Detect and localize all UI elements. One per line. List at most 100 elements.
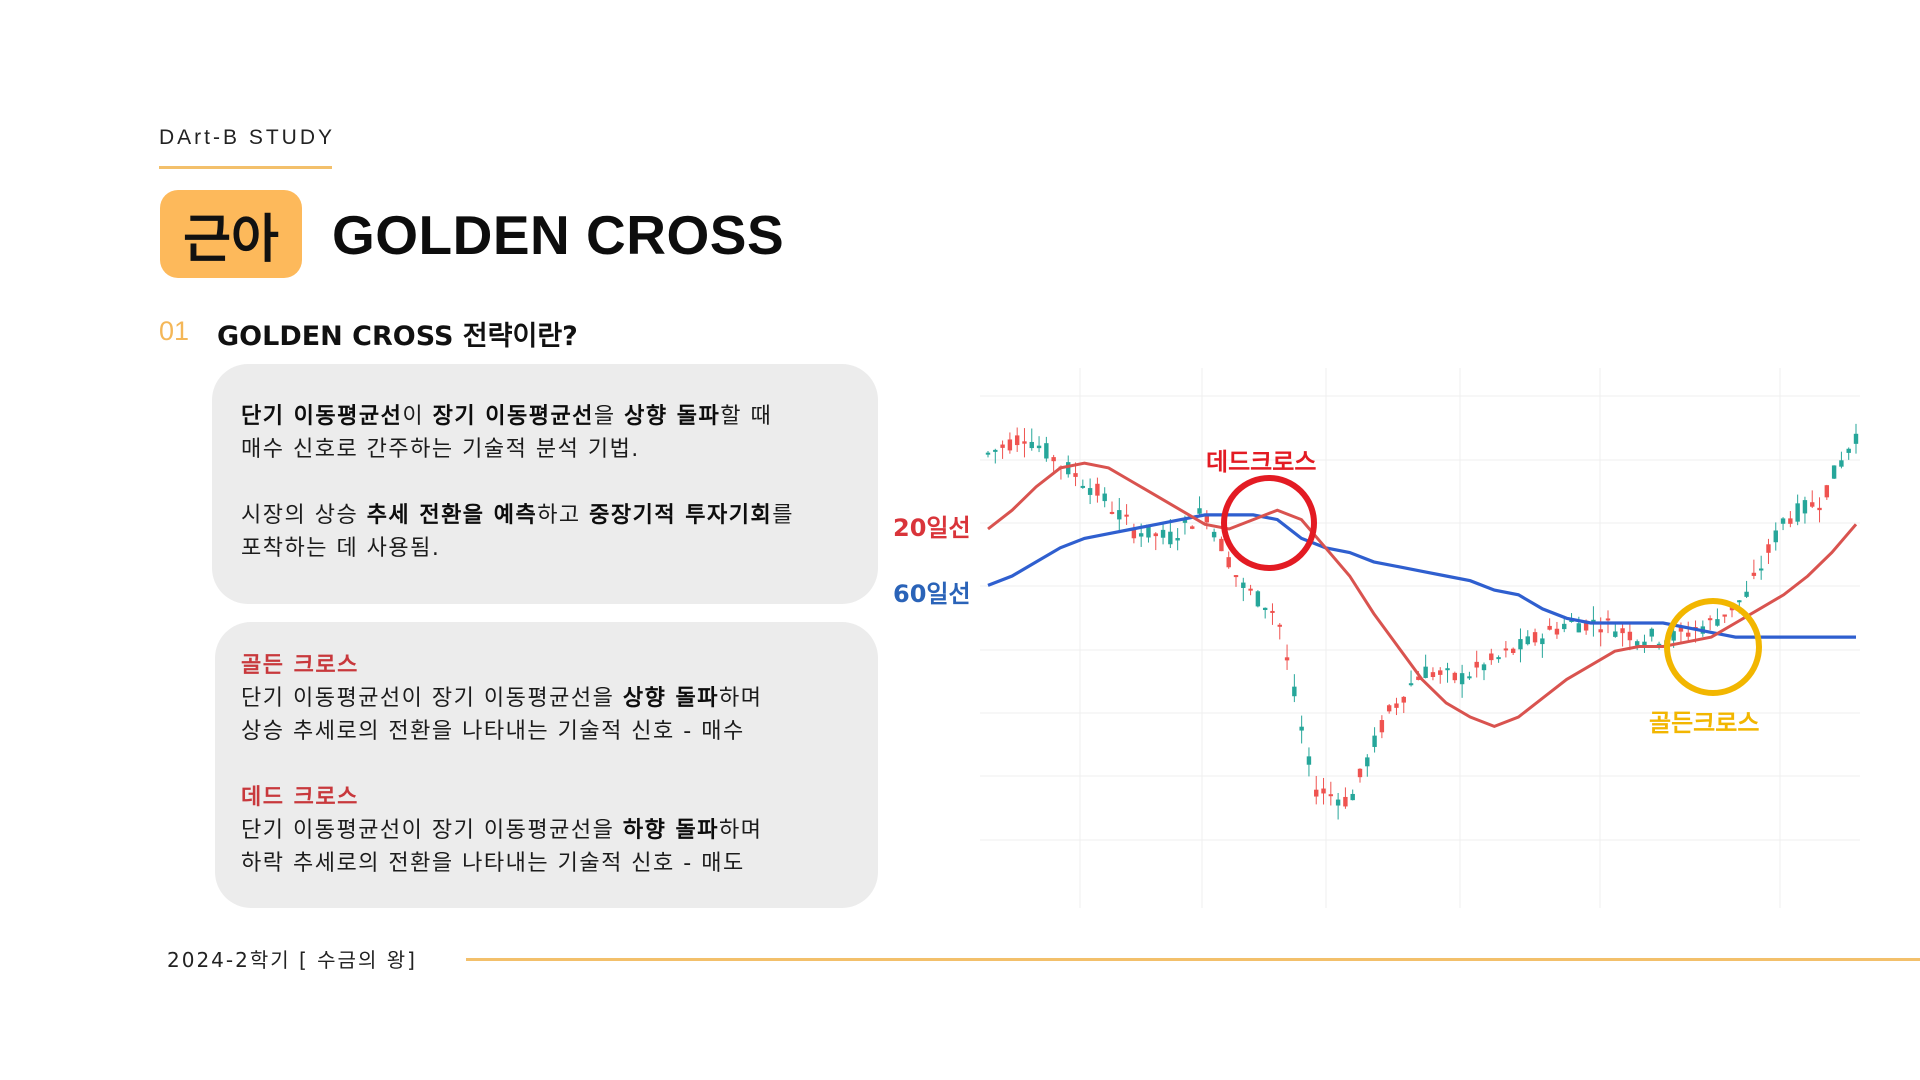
candle — [1445, 668, 1450, 671]
candle — [1087, 488, 1093, 495]
candle — [1510, 648, 1516, 653]
candle — [1634, 641, 1640, 646]
candle — [1620, 628, 1625, 634]
golden-cross-label: 골든크로스 — [1649, 709, 1760, 737]
candle — [985, 452, 991, 455]
candle — [1474, 661, 1479, 668]
candle — [1722, 614, 1727, 617]
candle — [1117, 510, 1122, 520]
candle — [1066, 462, 1071, 475]
candle — [1226, 557, 1231, 568]
candle — [1219, 538, 1224, 552]
candle — [1656, 643, 1662, 646]
candle — [1080, 485, 1086, 488]
candle — [1270, 610, 1275, 613]
candle — [1343, 796, 1348, 807]
brand-label: DArt-B STUDY — [159, 126, 336, 149]
candle — [1525, 636, 1530, 645]
candle — [1707, 618, 1713, 621]
candle — [1146, 524, 1151, 538]
ma60-line — [987, 513, 1856, 639]
candle — [1328, 794, 1334, 797]
candle — [1138, 533, 1144, 537]
ma20-line — [987, 461, 1858, 729]
definition-text: 단기 이동평균선이 장기 이동평균선을 상향 돌파할 때 매수 신호로 간주하는… — [241, 404, 795, 561]
candle — [1562, 623, 1567, 630]
candle — [1459, 673, 1465, 685]
candle — [1160, 529, 1166, 538]
candle — [1014, 435, 1020, 446]
candle — [1350, 793, 1355, 801]
page-title: GOLDEN CROSS — [332, 204, 785, 266]
candle — [1795, 503, 1800, 522]
candle — [1248, 588, 1253, 591]
price-chart — [980, 368, 1860, 908]
candle — [1255, 591, 1261, 607]
candle — [1029, 441, 1034, 449]
candle — [1766, 544, 1771, 553]
candle — [1605, 618, 1611, 621]
candle — [1000, 444, 1005, 448]
candle — [1831, 465, 1837, 479]
candle — [1649, 628, 1654, 637]
candle — [1423, 666, 1428, 678]
candle — [1175, 538, 1180, 541]
candle — [1758, 568, 1764, 571]
candle — [1386, 705, 1392, 712]
candle — [1642, 641, 1647, 646]
footer-text: 2024-2학기 [ 수금의 왕] — [167, 948, 417, 972]
candle — [1802, 500, 1808, 514]
candle — [1007, 439, 1013, 451]
candle — [1416, 676, 1421, 680]
golden-cross-circle — [1664, 598, 1762, 696]
candle — [1715, 619, 1720, 626]
candle — [1182, 518, 1188, 523]
candle — [1241, 582, 1246, 588]
candle — [1277, 624, 1282, 627]
candle — [1131, 528, 1137, 539]
candle — [1518, 639, 1523, 650]
candle — [1496, 657, 1501, 660]
candle — [1438, 670, 1443, 675]
section-title: GOLDEN CROSS 전략이란? — [217, 321, 578, 352]
candle — [1788, 518, 1793, 524]
candle — [1379, 720, 1385, 733]
candle — [993, 449, 998, 452]
candle — [1335, 799, 1341, 806]
candle — [1452, 672, 1458, 681]
candle — [1051, 457, 1056, 462]
candle — [1109, 511, 1115, 514]
candle — [1817, 507, 1822, 511]
candle — [1124, 514, 1129, 517]
candle — [1613, 631, 1618, 637]
candle — [1737, 600, 1742, 603]
candle — [1583, 620, 1589, 631]
candle — [1598, 629, 1603, 633]
candle — [1686, 632, 1691, 637]
candle — [1532, 632, 1538, 643]
candle — [1299, 726, 1304, 731]
candle — [1540, 638, 1545, 645]
candle — [1839, 460, 1844, 467]
dead-cross-circle — [1221, 475, 1317, 571]
candle — [1262, 607, 1268, 611]
candle — [1671, 631, 1676, 641]
candle — [1365, 757, 1370, 767]
candle — [1394, 703, 1399, 708]
candle — [1357, 768, 1363, 778]
cross-types-box — [215, 622, 878, 908]
candle — [1095, 483, 1100, 496]
candle — [1284, 657, 1290, 661]
candle — [1489, 653, 1494, 661]
candle — [1204, 514, 1210, 523]
candle — [1036, 445, 1042, 449]
candle — [1503, 648, 1509, 651]
ma20-label: 20일선 — [893, 514, 971, 542]
dead-cross-heading: 데드 크로스 — [241, 785, 359, 810]
candle — [1569, 619, 1574, 622]
candle — [1314, 789, 1319, 797]
candle — [1780, 518, 1786, 524]
candle — [1233, 575, 1239, 578]
candle — [1102, 493, 1107, 502]
candle — [1306, 756, 1312, 765]
